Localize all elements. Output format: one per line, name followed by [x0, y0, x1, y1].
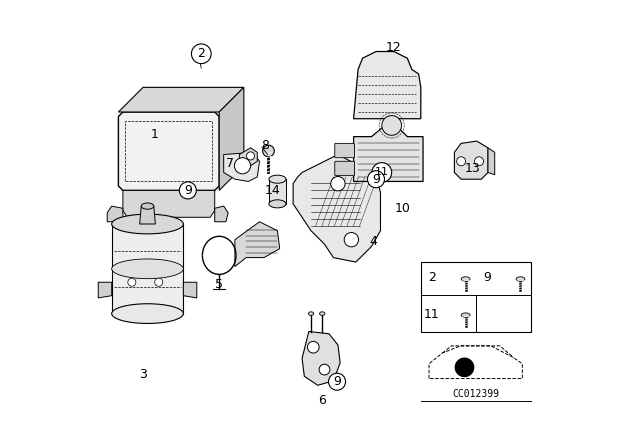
Circle shape — [372, 163, 392, 182]
Circle shape — [328, 373, 346, 390]
Ellipse shape — [319, 312, 325, 315]
Text: 9: 9 — [483, 271, 491, 284]
Polygon shape — [302, 332, 340, 385]
Ellipse shape — [141, 203, 154, 209]
Polygon shape — [184, 282, 197, 298]
Circle shape — [307, 341, 319, 353]
Polygon shape — [215, 206, 228, 222]
Polygon shape — [118, 112, 220, 190]
Polygon shape — [353, 52, 421, 119]
Ellipse shape — [516, 277, 525, 281]
Ellipse shape — [112, 259, 184, 279]
Polygon shape — [488, 148, 495, 175]
Text: 2: 2 — [428, 271, 436, 284]
Text: 2: 2 — [197, 47, 205, 60]
Polygon shape — [140, 206, 156, 224]
Ellipse shape — [461, 313, 470, 317]
Ellipse shape — [112, 214, 184, 234]
Text: 9: 9 — [372, 172, 380, 186]
Text: 10: 10 — [395, 202, 411, 215]
Text: 7: 7 — [227, 157, 234, 170]
Text: 8: 8 — [261, 139, 269, 152]
Text: 3: 3 — [139, 367, 147, 381]
Ellipse shape — [269, 175, 286, 183]
Circle shape — [234, 158, 250, 174]
Text: CC012399: CC012399 — [452, 389, 499, 399]
Circle shape — [456, 157, 466, 166]
Text: 9: 9 — [184, 184, 192, 197]
Text: 11: 11 — [375, 168, 389, 177]
Text: 11: 11 — [424, 308, 440, 321]
Circle shape — [191, 44, 211, 64]
Circle shape — [179, 182, 196, 199]
Circle shape — [367, 171, 385, 188]
Polygon shape — [99, 282, 112, 298]
Circle shape — [382, 116, 401, 135]
Circle shape — [331, 177, 345, 191]
Polygon shape — [269, 179, 286, 204]
Polygon shape — [220, 87, 244, 190]
Circle shape — [344, 233, 358, 247]
Ellipse shape — [461, 277, 470, 281]
Polygon shape — [112, 224, 184, 314]
Circle shape — [246, 152, 255, 160]
Circle shape — [319, 364, 330, 375]
Circle shape — [262, 145, 275, 157]
Polygon shape — [224, 152, 260, 181]
Ellipse shape — [308, 312, 314, 315]
FancyBboxPatch shape — [335, 143, 355, 158]
Circle shape — [454, 358, 474, 377]
FancyBboxPatch shape — [335, 161, 355, 176]
Text: 13: 13 — [465, 161, 480, 175]
Polygon shape — [118, 87, 244, 112]
Polygon shape — [454, 141, 488, 179]
FancyBboxPatch shape — [421, 262, 531, 332]
Polygon shape — [108, 206, 123, 222]
Text: 5: 5 — [215, 278, 223, 291]
Circle shape — [475, 157, 484, 166]
Text: 6: 6 — [318, 394, 326, 408]
Text: 14: 14 — [264, 184, 280, 197]
Polygon shape — [235, 222, 280, 267]
Polygon shape — [123, 190, 215, 217]
Text: 12: 12 — [386, 40, 402, 54]
Circle shape — [128, 278, 136, 286]
Polygon shape — [293, 155, 380, 262]
Text: 9: 9 — [333, 375, 341, 388]
Ellipse shape — [112, 304, 184, 323]
Text: 4: 4 — [370, 235, 378, 249]
Text: 1: 1 — [150, 128, 158, 141]
Polygon shape — [239, 148, 257, 166]
Circle shape — [155, 278, 163, 286]
Ellipse shape — [269, 200, 286, 208]
Polygon shape — [353, 125, 423, 181]
